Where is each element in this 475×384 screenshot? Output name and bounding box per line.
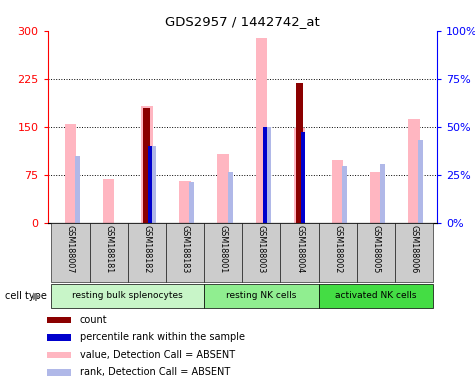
Bar — [395, 223, 433, 282]
Bar — [51, 223, 89, 282]
Bar — [256, 38, 267, 223]
Text: percentile rank within the sample: percentile rank within the sample — [79, 332, 245, 342]
Bar — [47, 351, 71, 358]
Bar — [47, 316, 71, 323]
Text: GSM188007: GSM188007 — [66, 225, 75, 273]
Text: GSM188183: GSM188183 — [180, 225, 190, 273]
Bar — [143, 108, 150, 223]
Bar — [65, 124, 76, 223]
Bar — [280, 223, 319, 282]
Bar — [47, 334, 71, 341]
Bar — [296, 83, 303, 223]
Bar — [370, 172, 381, 223]
Bar — [204, 223, 242, 282]
Bar — [190, 182, 194, 223]
Bar — [166, 223, 204, 282]
Bar — [332, 160, 343, 223]
Text: GSM188006: GSM188006 — [409, 225, 418, 273]
Bar — [75, 156, 80, 223]
Text: GSM188003: GSM188003 — [257, 225, 266, 273]
Title: GDS2957 / 1442742_at: GDS2957 / 1442742_at — [165, 15, 320, 28]
Bar — [218, 154, 229, 223]
Bar — [266, 127, 271, 223]
Text: GSM188005: GSM188005 — [371, 225, 380, 273]
Bar — [204, 283, 319, 308]
Text: GSM188002: GSM188002 — [333, 225, 342, 273]
Bar — [228, 172, 233, 223]
Bar — [89, 223, 128, 282]
Bar — [418, 139, 423, 223]
Bar — [319, 283, 433, 308]
Bar — [294, 128, 305, 223]
Bar — [242, 223, 280, 282]
Text: activated NK cells: activated NK cells — [335, 291, 417, 300]
Bar — [357, 223, 395, 282]
Bar — [103, 179, 114, 223]
Text: rank, Detection Call = ABSENT: rank, Detection Call = ABSENT — [79, 367, 230, 377]
Text: count: count — [79, 315, 107, 325]
Bar — [301, 132, 305, 223]
Bar — [47, 369, 71, 376]
Text: value, Detection Call = ABSENT: value, Detection Call = ABSENT — [79, 350, 235, 360]
Text: ▶: ▶ — [33, 291, 40, 301]
Bar — [408, 119, 420, 223]
Bar — [380, 164, 385, 223]
Bar — [319, 223, 357, 282]
Bar — [179, 181, 190, 223]
Bar — [128, 223, 166, 282]
Bar — [151, 146, 156, 223]
Bar — [51, 283, 204, 308]
Text: GSM188182: GSM188182 — [142, 225, 151, 273]
Bar — [148, 146, 152, 223]
Text: GSM188001: GSM188001 — [218, 225, 228, 273]
Text: resting bulk splenocytes: resting bulk splenocytes — [72, 291, 183, 300]
Bar — [141, 106, 152, 223]
Text: GSM188181: GSM188181 — [104, 225, 113, 273]
Text: cell type: cell type — [5, 291, 47, 301]
Text: GSM188004: GSM188004 — [295, 225, 304, 273]
Bar — [263, 127, 266, 223]
Text: resting NK cells: resting NK cells — [226, 291, 296, 300]
Bar — [342, 166, 347, 223]
